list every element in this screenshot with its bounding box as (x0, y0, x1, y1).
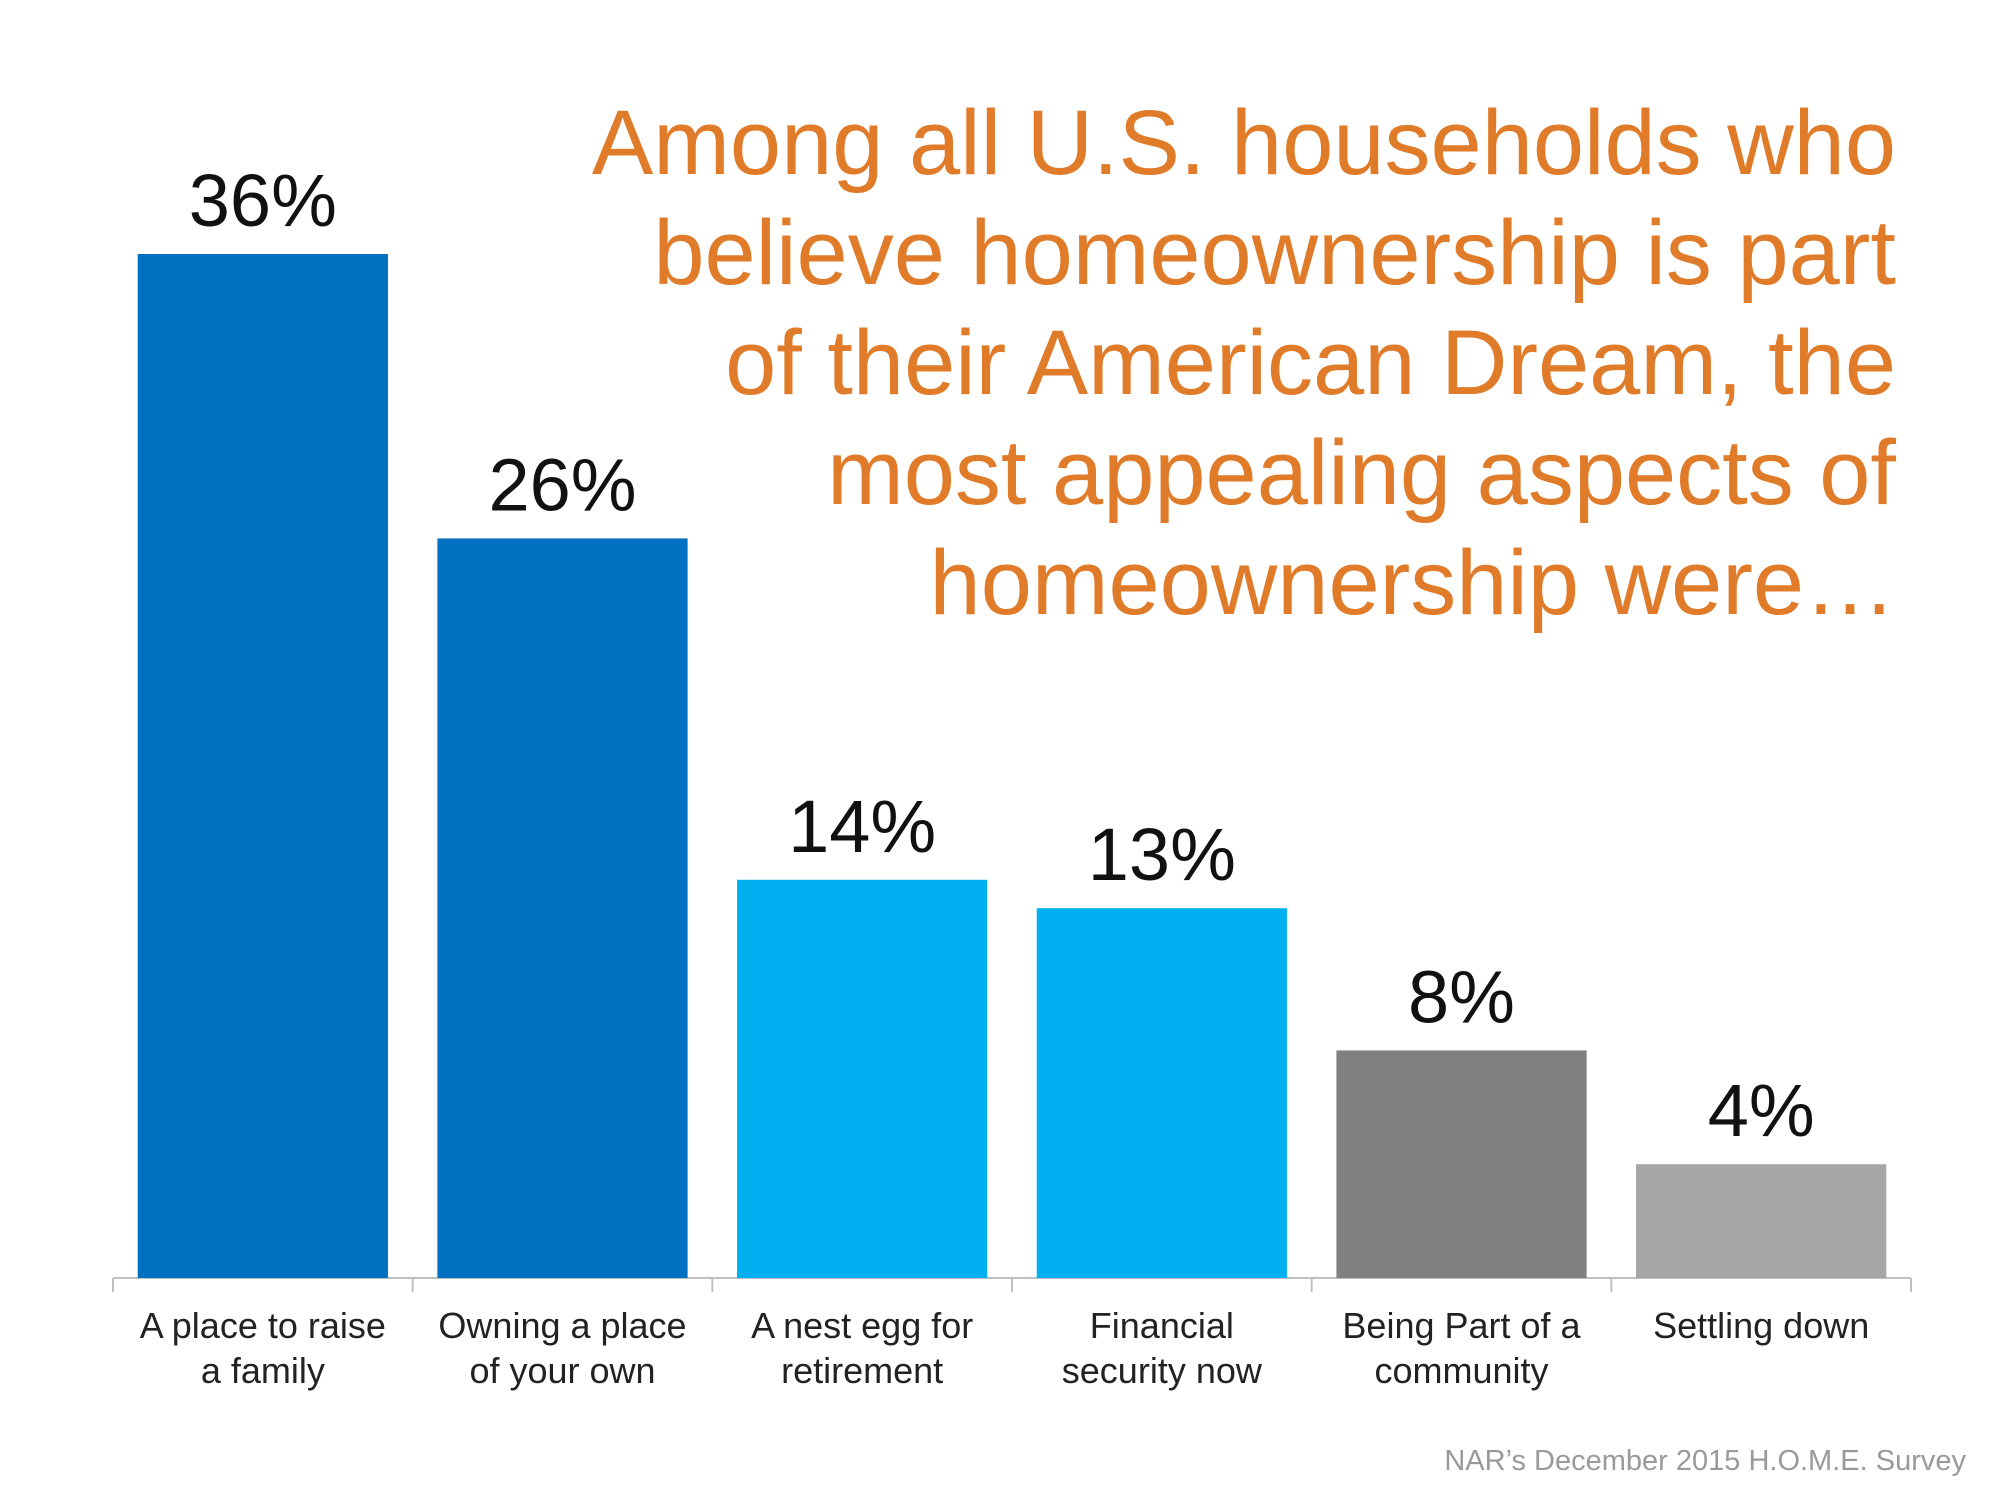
bar-value-label: 26% (488, 443, 636, 526)
category-label: community (1374, 1350, 1548, 1391)
bar-value-label: 13% (1088, 813, 1236, 896)
title-line: of their American Dream, the (725, 312, 1896, 414)
title-line: believe homeownership is part (653, 202, 1896, 304)
category-label: Financial (1090, 1305, 1234, 1346)
chart-title: Among all U.S. households who believe ho… (496, 88, 1896, 638)
source-note: NAR’s December 2015 H.O.M.E. Survey (1444, 1445, 1966, 1477)
category-label: of your own (469, 1350, 655, 1391)
bar (1336, 1050, 1587, 1278)
category-label: A nest egg for (751, 1305, 973, 1346)
category-label: Being Part of a (1342, 1305, 1581, 1346)
bar (737, 879, 988, 1278)
bar-value-label: 14% (788, 785, 936, 868)
bar (137, 254, 388, 1278)
bar (1636, 1164, 1887, 1278)
bar (437, 538, 688, 1278)
title-line: most appealing aspects of (827, 422, 1896, 524)
category-label: Owning a place (438, 1305, 686, 1346)
title-line: Among all U.S. households who (591, 92, 1896, 194)
category-label: A place to raise (140, 1305, 386, 1346)
bar-value-label: 4% (1708, 1069, 1815, 1152)
category-label: a family (201, 1350, 325, 1391)
bar (1036, 908, 1287, 1278)
bar-value-label: 36% (189, 159, 337, 242)
category-label: security now (1062, 1350, 1263, 1391)
bar-value-label: 8% (1408, 955, 1515, 1038)
category-label: Settling down (1653, 1305, 1869, 1346)
title-line: homeownership were… (929, 532, 1896, 634)
category-label: retirement (781, 1350, 943, 1391)
